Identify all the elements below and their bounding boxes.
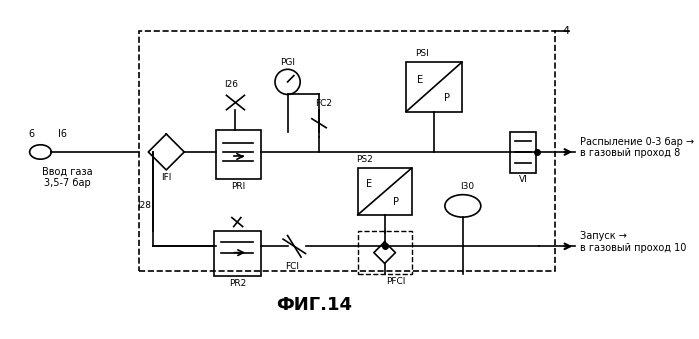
Text: PR2: PR2 [229,279,246,288]
Text: Ввод газа
3,5-7 бар: Ввод газа 3,5-7 бар [42,166,93,188]
Bar [406,62,462,112]
Text: E: E [417,75,423,85]
Text: 4: 4 [563,26,570,36]
Text: E: E [366,179,373,189]
Text: IFI: IFI [161,173,171,182]
Text: ФИГ.14: ФИГ.14 [277,296,352,314]
Text: I30: I30 [460,182,475,191]
Text: PGI: PGI [280,58,295,66]
Text: I28: I28 [137,201,151,211]
Text: P: P [394,197,399,207]
Bar [216,129,261,179]
Text: PFCI: PFCI [387,277,406,286]
Text: FCI: FCI [285,262,299,271]
Bar [510,132,535,173]
Bar [214,231,261,276]
Text: 6: 6 [29,129,34,139]
Text: VI: VI [519,175,528,184]
Bar [358,168,412,215]
Text: I6: I6 [59,129,67,139]
Text: PRI: PRI [231,182,245,191]
Text: P: P [444,93,449,103]
Text: PS2: PS2 [356,155,373,164]
Text: Запуск →
в газовый проход 10: Запуск → в газовый проход 10 [579,231,686,253]
Text: FC2: FC2 [315,99,332,108]
Text: Распыление 0-3 бар →
в газовый проход 8: Распыление 0-3 бар → в газовый проход 8 [579,137,694,158]
Text: I26: I26 [224,80,238,89]
Text: PSI: PSI [415,48,429,58]
